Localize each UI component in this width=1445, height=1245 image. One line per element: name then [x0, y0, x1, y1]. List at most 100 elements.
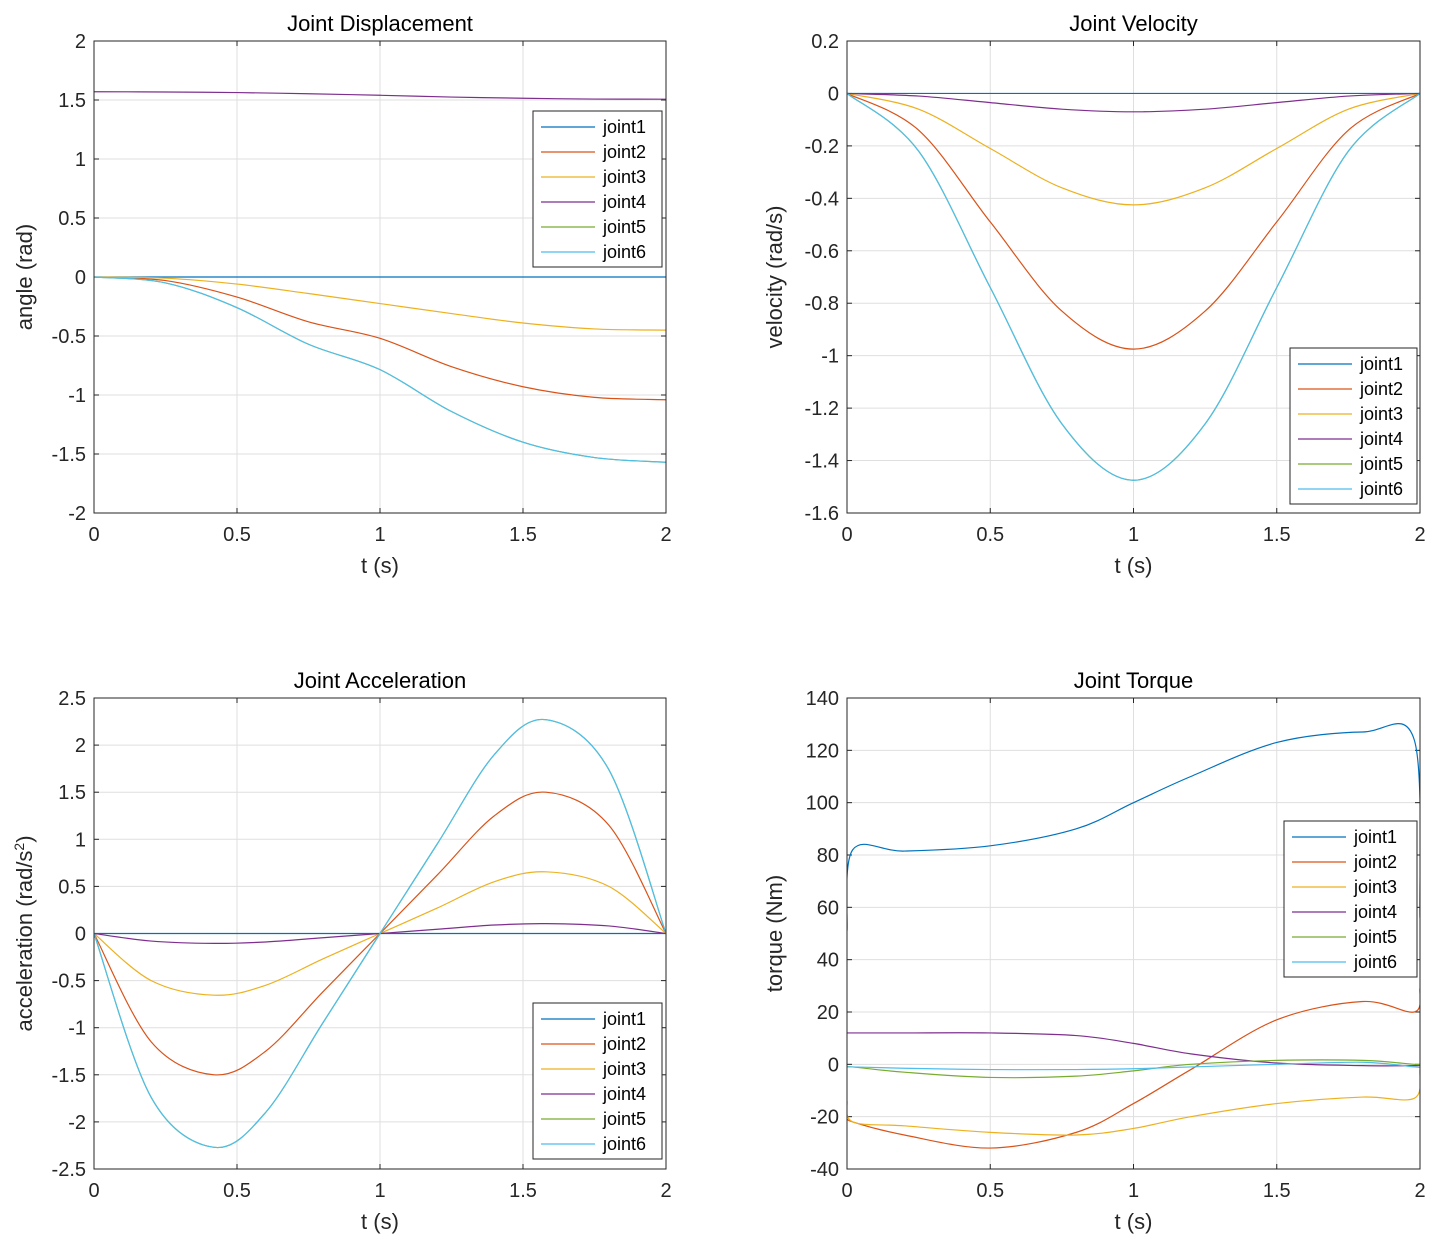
torque-legend-label-joint5: joint5 — [1353, 927, 1397, 947]
velocity-xtick-label: 1 — [1128, 524, 1139, 546]
acceleration-legend-label-joint1: joint1 — [602, 1009, 646, 1029]
torque-line-joint1 — [847, 723, 1420, 931]
velocity-line-joint2 — [847, 92, 1420, 350]
torque-ytick-label: 0 — [828, 1054, 839, 1076]
velocity-axes-box — [846, 40, 1421, 514]
torque-legend-box — [1283, 820, 1418, 978]
acceleration-series-group — [94, 718, 666, 1149]
acceleration-xtick-label: 2 — [660, 1180, 671, 1202]
acceleration-ytick-label: 0 — [75, 924, 86, 946]
torque-ytick-label: 20 — [817, 1002, 839, 1024]
displacement-line-joint2 — [94, 276, 666, 401]
velocity-legend-label-joint2: joint2 — [1359, 379, 1403, 399]
torque-legend-label-joint4: joint4 — [1353, 902, 1397, 922]
torque-xtick-label: 2 — [1414, 1180, 1425, 1202]
velocity-ytick-label: -1 — [821, 346, 839, 368]
acceleration-ytick-label: -2 — [68, 1112, 86, 1134]
acceleration-ytick-label: 1 — [75, 829, 86, 851]
acceleration-legend-label-joint5: joint5 — [602, 1109, 646, 1129]
velocity-title: Joint Velocity — [1069, 11, 1197, 36]
displacement-ytick-label: 1.5 — [58, 90, 86, 112]
displacement-xtick-label: 1 — [374, 524, 385, 546]
acceleration-ylabel-superscript: 2 — [11, 843, 27, 851]
displacement-legend-label-joint1: joint1 — [602, 117, 646, 137]
torque-ytick-label: 120 — [806, 740, 839, 762]
acceleration-xtick-label: 1.5 — [509, 1180, 537, 1202]
chart-displacement: 0 0.5 1 1.5 2 -2 -1.5 -1 -0.5 0 0.5 1 1.5 2 Joint Disp… — [12, 11, 672, 578]
acceleration-xtick-label: 0.5 — [223, 1180, 251, 1202]
chart-velocity: 0 0.5 1 1.5 2 -1.6 -1.4 -1.2 -1 -0.8 -0.6 -0.4 -0.2 0… — [762, 11, 1426, 578]
displacement-legend-box — [532, 110, 663, 268]
torque-ytick-label: 60 — [817, 897, 839, 919]
torque-axes-box — [846, 697, 1421, 1170]
acceleration-ytick-label: -0.5 — [52, 971, 86, 993]
velocity-ytick-label: -0.8 — [805, 293, 839, 315]
acceleration-title: Joint Acceleration — [294, 668, 466, 693]
torque-xtick-label: 0.5 — [976, 1180, 1004, 1202]
acceleration-xtick-label: 0 — [88, 1180, 99, 1202]
velocity-ytick-label: -0.6 — [805, 241, 839, 263]
displacement-ytick-label: -1 — [68, 385, 86, 407]
velocity-ytick-label: -0.4 — [805, 188, 839, 210]
displacement-xlabel: t (s) — [361, 553, 399, 578]
displacement-ytick-label: 0 — [75, 267, 86, 289]
displacement-legend-label-joint6: joint6 — [602, 242, 646, 262]
acceleration-ytick-label: 0.5 — [58, 876, 86, 898]
torque-legend: joint1 joint2 joint3 joint4 joint5 joint6 — [1283, 820, 1418, 978]
velocity-legend-label-joint5: joint5 — [1359, 454, 1403, 474]
torque-xtick-label: 1 — [1128, 1180, 1139, 1202]
velocity-ylabel: velocity (rad/s) — [762, 205, 787, 348]
acceleration-legend: joint1 joint2 joint3 joint4 joint5 joint6 — [532, 1002, 663, 1160]
displacement-axes-box — [93, 40, 667, 514]
torque-ytick-label: 140 — [806, 688, 839, 710]
displacement-xtick-label: 1.5 — [509, 524, 537, 546]
torque-ytick-label: -40 — [810, 1159, 839, 1181]
displacement-ytick-label: 0.5 — [58, 208, 86, 230]
velocity-legend-label-joint1: joint1 — [1359, 354, 1403, 374]
velocity-legend-box — [1289, 347, 1418, 505]
acceleration-legend-label-joint2: joint2 — [602, 1034, 646, 1054]
torque-xtick-label: 0 — [841, 1180, 852, 1202]
displacement-legend-label-joint5: joint5 — [602, 217, 646, 237]
displacement-line-joint4 — [94, 91, 666, 100]
acceleration-legend-label-joint6: joint6 — [602, 1134, 646, 1154]
displacement-legend-label-joint2: joint2 — [602, 142, 646, 162]
torque-title: Joint Torque — [1074, 668, 1193, 693]
acceleration-legend-box — [532, 1002, 663, 1160]
displacement-ytick-label: -0.5 — [52, 326, 86, 348]
velocity-series-group — [847, 92, 1420, 481]
displacement-ytick-label: 1 — [75, 149, 86, 171]
displacement-ylabel: angle (rad) — [12, 224, 37, 330]
displacement-xtick-label: 0 — [88, 524, 99, 546]
torque-xlabel: t (s) — [1115, 1209, 1153, 1234]
acceleration-axes-box — [93, 697, 667, 1170]
velocity-xtick-label: 1.5 — [1263, 524, 1291, 546]
velocity-xlabel: t (s) — [1115, 553, 1153, 578]
velocity-line-joint4 — [847, 92, 1420, 113]
displacement-xtick-label: 2 — [660, 524, 671, 546]
torque-line-joint3 — [847, 1069, 1420, 1136]
torque-legend-label-joint3: joint3 — [1353, 877, 1397, 897]
chart-torque: 0 0.5 1 1.5 2 -40 -20 0 20 40 60 80 100 120 140 Joint T… — [762, 668, 1426, 1234]
torque-legend-label-joint6: joint6 — [1353, 952, 1397, 972]
torque-legend-label-joint2: joint2 — [1353, 852, 1397, 872]
acceleration-xlabel: t (s) — [361, 1209, 399, 1234]
displacement-title: Joint Displacement — [287, 11, 473, 36]
velocity-ytick-label: 0.2 — [811, 31, 839, 53]
torque-line-joint5 — [847, 1059, 1420, 1079]
velocity-ytick-label: -0.2 — [805, 136, 839, 158]
velocity-legend: joint1 joint2 joint3 joint4 joint5 joint6 — [1289, 347, 1418, 505]
torque-ytick-label: 40 — [817, 950, 839, 972]
displacement-ytick-label: -1.5 — [52, 444, 86, 466]
acceleration-ytick-label: 1.5 — [58, 782, 86, 804]
velocity-legend-label-joint6: joint6 — [1359, 479, 1403, 499]
torque-line-joint4 — [847, 1032, 1420, 1067]
torque-line-joint2 — [847, 988, 1420, 1149]
displacement-line-joint3 — [94, 276, 666, 331]
velocity-legend-label-joint4: joint4 — [1359, 429, 1403, 449]
displacement-line-joint6 — [94, 276, 666, 463]
torque-ylabel: torque (Nm) — [762, 875, 787, 992]
velocity-ytick-label: -1.2 — [805, 398, 839, 420]
acceleration-ylabel-close: ) — [12, 835, 37, 842]
